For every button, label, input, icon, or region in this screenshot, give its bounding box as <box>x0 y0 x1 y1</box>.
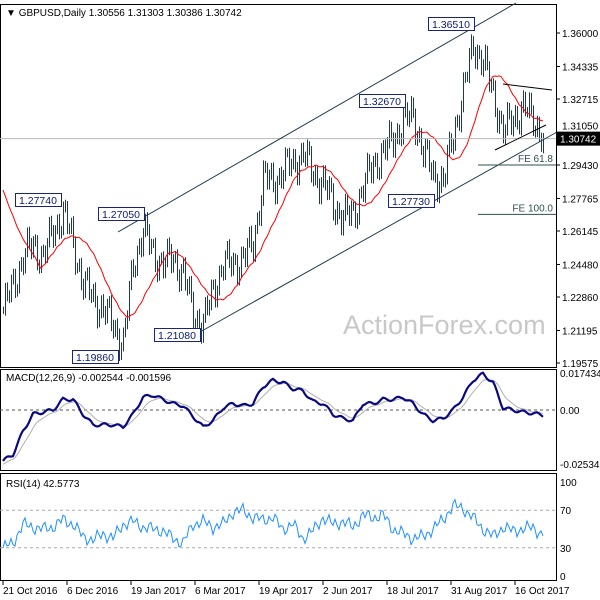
fib-level-label: FE 61.8 <box>518 154 553 165</box>
date-axis-label: 18 Jul 2017 <box>387 586 439 597</box>
rsi-axis-label: 0 <box>560 572 566 583</box>
date-axis-label: 6 Dec 2016 <box>67 586 119 597</box>
macd-panel <box>0 369 557 471</box>
price-panel <box>0 4 557 368</box>
rsi-axis-label: 30 <box>560 544 572 555</box>
annotation-label: 1.27740 <box>19 195 57 207</box>
price-axis-label: 1.19575 <box>562 359 599 370</box>
macd-line <box>2 371 544 462</box>
date-axis-label: 2 Jun 2017 <box>323 586 373 597</box>
annotation-label: 1.27730 <box>392 196 430 208</box>
annotation-box <box>98 207 145 221</box>
date-axis-label: 6 Mar 2017 <box>195 586 246 597</box>
annotation-label: 1.19860 <box>76 352 114 364</box>
annotation-box <box>388 194 435 208</box>
price-axis-label: 1.32715 <box>562 95 599 106</box>
rsi-axis-label: 70 <box>560 506 572 517</box>
price-annotation: 1.27740 <box>15 193 62 207</box>
price-axis-label: 1.21195 <box>562 326 598 337</box>
annotation-box <box>359 94 406 108</box>
date-axis-label: 31 Aug 2017 <box>451 586 508 597</box>
price-annotation: 1.32670 <box>359 94 406 108</box>
price-axis-label: 1.34335 <box>562 62 599 73</box>
annotation-label: 1.36510 <box>432 19 470 31</box>
price-axis-label: 1.27765 <box>562 194 599 205</box>
annotation-label: 1.21080 <box>158 330 196 342</box>
channel-upper-line <box>117 2 517 233</box>
price-axis-label: 1.29430 <box>562 161 599 172</box>
macd-title: MACD(12,26,9) -0.002544 -0.001596 <box>6 373 172 384</box>
price-annotation: 1.21080 <box>154 328 201 342</box>
price-annotation: 1.19860 <box>72 350 119 364</box>
price-annotation: 1.27730 <box>388 194 435 208</box>
last-price-label: 1.30742 <box>560 135 597 146</box>
watermark: ActionForex.com <box>343 310 546 340</box>
price-axis-label: 1.36000 <box>562 29 599 40</box>
collapse-arrow-icon[interactable]: ▼ <box>6 8 19 19</box>
macd-signal-line <box>2 379 544 465</box>
date-axis-label: 19 Jan 2017 <box>131 586 186 597</box>
last-price-badge <box>557 131 600 146</box>
macd-axis-label: 0.00 <box>560 406 580 417</box>
rsi-axis-label: 100 <box>560 478 577 489</box>
price-axis-label: 1.31050 <box>562 122 599 133</box>
price-axis-label: 1.22860 <box>562 293 599 304</box>
annotation-box <box>15 193 62 207</box>
macd-axis-label: -0.025342 <box>560 460 600 471</box>
price-layer <box>2 34 544 362</box>
annotation-box <box>154 328 201 342</box>
ohlc-values: 1.30556 1.31303 1.30386 1.30742 <box>89 8 242 19</box>
price-annotation: 1.27050 <box>98 207 145 221</box>
price-axis-label: 1.24480 <box>562 260 599 271</box>
date-axis-label: 21 Oct 2016 <box>3 586 58 597</box>
symbol-label: GBPUSD,Daily <box>19 8 86 19</box>
annotation-box <box>428 17 475 31</box>
rsi-line <box>2 498 544 548</box>
annotation-label: 1.27050 <box>102 209 140 221</box>
rsi-title: RSI(14) 42.5773 <box>6 479 80 490</box>
macd-axis-label: 0.017434 <box>560 369 600 380</box>
price-axis-label: 1.26145 <box>562 227 599 238</box>
triangle-lower-line <box>494 124 547 151</box>
date-axis-label: 16 Oct 2017 <box>515 586 570 597</box>
macd-layer <box>0 371 556 465</box>
date-axis-label: 19 Apr 2017 <box>259 586 313 597</box>
triangle-upper-line <box>502 83 553 91</box>
annotation-box <box>72 350 119 364</box>
moving-average-line <box>2 75 544 318</box>
annotation-label: 1.32670 <box>363 96 401 108</box>
rsi-layer <box>0 498 556 549</box>
fib-level-label: FE 100.0 <box>512 203 553 214</box>
price-annotation: 1.36510 <box>428 17 475 31</box>
axes-layer: 1.36000 1.34335 1.32715 1.31050 1.29430 1.277… <box>2 29 600 597</box>
chart-header: ▼ GBPUSD,Daily 1.30556 1.31303 1.30386 1… <box>6 8 242 19</box>
overlay-layer: FE 61.8 FE 100.0 1.36510 1.32670 1.27740 1.27… <box>0 2 558 364</box>
